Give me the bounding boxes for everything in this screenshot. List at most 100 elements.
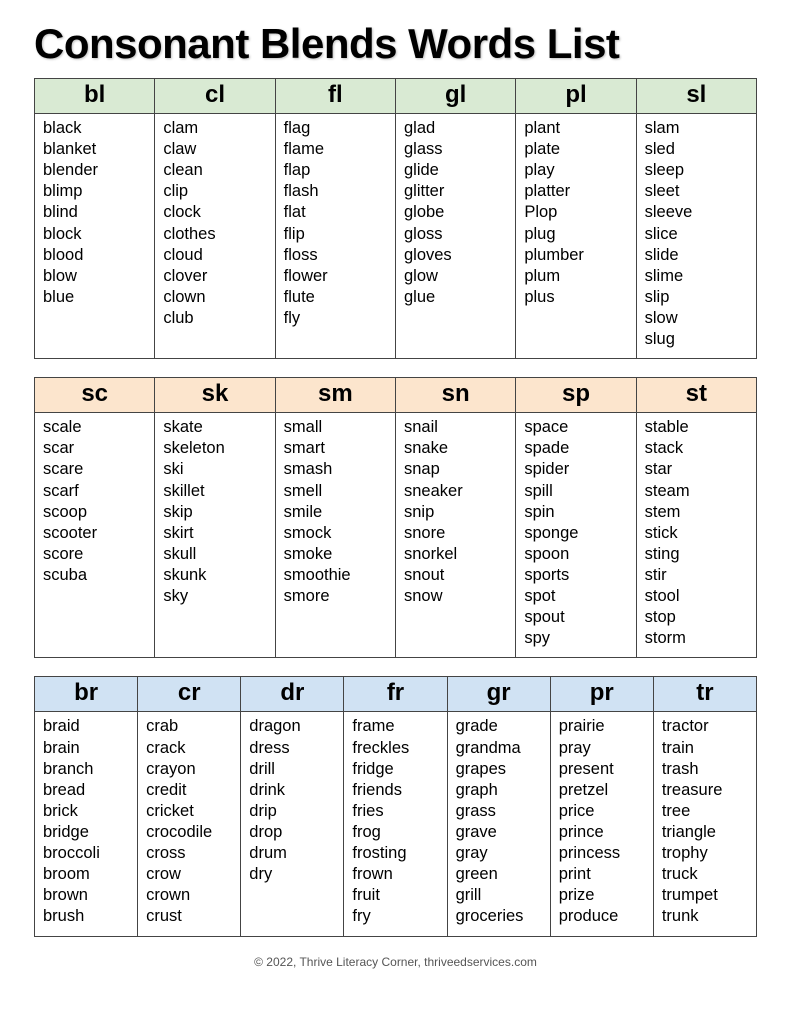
tables-container: blclflglplslblackblanketblenderblimpblin… [34, 78, 757, 937]
word: stem [645, 502, 750, 523]
word-column: clamclawcleanclipclockclothescloudclover… [155, 114, 275, 359]
word-column: crabcrackcrayoncreditcricketcrocodilecro… [138, 712, 241, 936]
word: train [662, 738, 750, 759]
word: clothes [163, 224, 268, 245]
word: snore [404, 523, 509, 544]
word: frosting [352, 843, 440, 864]
word: produce [559, 906, 647, 927]
column-header: gr [447, 677, 550, 712]
word: star [645, 459, 750, 480]
column-header: cr [138, 677, 241, 712]
word: sky [163, 586, 268, 607]
word: Plop [524, 202, 629, 223]
word: tree [662, 801, 750, 822]
column-header: sm [275, 378, 395, 413]
word: grill [456, 885, 544, 906]
word: grass [456, 801, 544, 822]
word: small [284, 417, 389, 438]
word: drum [249, 843, 337, 864]
word: stop [645, 607, 750, 628]
word: skip [163, 502, 268, 523]
word: truck [662, 864, 750, 885]
word: skeleton [163, 438, 268, 459]
word: grapes [456, 759, 544, 780]
word: flute [284, 287, 389, 308]
word: fridge [352, 759, 440, 780]
word: scarf [43, 481, 148, 502]
word-column: slamsledsleepsleetsleevesliceslideslimes… [636, 114, 756, 359]
column-header: bl [35, 79, 155, 114]
word: pray [559, 738, 647, 759]
word: fries [352, 801, 440, 822]
word: sting [645, 544, 750, 565]
word: crown [146, 885, 234, 906]
word: broom [43, 864, 131, 885]
word: spy [524, 628, 629, 649]
word: fry [352, 906, 440, 927]
word: smoke [284, 544, 389, 565]
word: plum [524, 266, 629, 287]
word: skull [163, 544, 268, 565]
word: scale [43, 417, 148, 438]
word: skate [163, 417, 268, 438]
word: spout [524, 607, 629, 628]
word: smoothie [284, 565, 389, 586]
word: brick [43, 801, 131, 822]
word: crayon [146, 759, 234, 780]
word: glad [404, 118, 509, 139]
word: flag [284, 118, 389, 139]
word: gray [456, 843, 544, 864]
word: frown [352, 864, 440, 885]
word: crow [146, 864, 234, 885]
word-column: framefrecklesfridgefriendsfriesfrogfrost… [344, 712, 447, 936]
word: present [559, 759, 647, 780]
footer-text: © 2022, Thrive Literacy Corner, thriveed… [34, 955, 757, 969]
word: crust [146, 906, 234, 927]
word: spade [524, 438, 629, 459]
word: flap [284, 160, 389, 181]
word-column: stablestackstarsteamstemstickstingstirst… [636, 413, 756, 658]
word: crocodile [146, 822, 234, 843]
word: plumber [524, 245, 629, 266]
word: price [559, 801, 647, 822]
word-column: flagflameflapflashflatflipflossflowerflu… [275, 114, 395, 359]
word: smell [284, 481, 389, 502]
word: snail [404, 417, 509, 438]
word-column: snailsnakesnapsneakersnipsnoresnorkelsno… [395, 413, 515, 658]
column-header: fl [275, 79, 395, 114]
column-header: st [636, 378, 756, 413]
word: black [43, 118, 148, 139]
word: sleep [645, 160, 750, 181]
word: storm [645, 628, 750, 649]
word: grandma [456, 738, 544, 759]
word: stool [645, 586, 750, 607]
word: dress [249, 738, 337, 759]
word: fly [284, 308, 389, 329]
word: slam [645, 118, 750, 139]
column-header: gl [395, 79, 515, 114]
word: flat [284, 202, 389, 223]
word-column: gradegrandmagrapesgraphgrassgravegraygre… [447, 712, 550, 936]
word: braid [43, 716, 131, 737]
word: drill [249, 759, 337, 780]
word: broccoli [43, 843, 131, 864]
word: platter [524, 181, 629, 202]
word: dragon [249, 716, 337, 737]
word: scuba [43, 565, 148, 586]
word: crab [146, 716, 234, 737]
word: snake [404, 438, 509, 459]
word: space [524, 417, 629, 438]
word: blood [43, 245, 148, 266]
column-header: sc [35, 378, 155, 413]
word: sports [524, 565, 629, 586]
word: grave [456, 822, 544, 843]
word: skillet [163, 481, 268, 502]
word-column: skateskeletonskiskilletskipskirtskullsku… [155, 413, 275, 658]
word: sponge [524, 523, 629, 544]
word: skunk [163, 565, 268, 586]
word: print [559, 864, 647, 885]
word: floss [284, 245, 389, 266]
word: flower [284, 266, 389, 287]
word: plug [524, 224, 629, 245]
word: stable [645, 417, 750, 438]
